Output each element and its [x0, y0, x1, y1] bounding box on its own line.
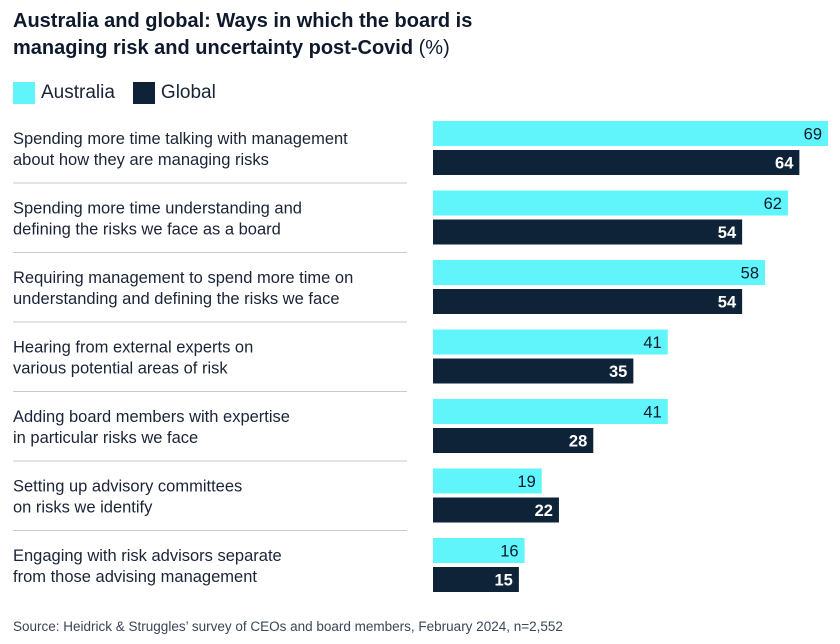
- category-label-4: Hearing from external experts on various …: [13, 339, 253, 378]
- category-label-7: Engaging with risk advisors separate from…: [13, 547, 282, 586]
- category-label-line: Hearing from external experts on: [13, 339, 253, 357]
- data-label-global-7: 15: [495, 572, 513, 590]
- legend-item-global: Global: [132, 82, 216, 104]
- category-label-3: Requiring management to spend more time …: [13, 269, 353, 308]
- bar-australia-6: [433, 468, 542, 494]
- bar-global-3: [433, 289, 743, 314]
- category-label-1: Spending more time talking with manageme…: [13, 130, 348, 169]
- category-label-line: in particular risks we face: [13, 429, 198, 447]
- bar-global-5: [433, 428, 594, 453]
- title-unit: (%): [418, 37, 450, 59]
- legend-swatch-australia: [13, 82, 35, 104]
- data-label-australia-2: 62: [764, 195, 782, 213]
- data-label-australia-5: 41: [643, 404, 661, 422]
- bar-global-6: [433, 497, 559, 523]
- category-label-line: about how they are managing risks: [13, 151, 269, 169]
- category-label-line: on risks we identify: [13, 499, 153, 517]
- legend-item-australia: Australia: [13, 82, 115, 104]
- legend: Australia Global: [13, 81, 234, 105]
- bar-global-7: [433, 567, 519, 592]
- data-label-global-4: 35: [609, 363, 627, 381]
- category-label-2: Spending more time understanding and defi…: [13, 200, 302, 239]
- data-label-australia-1: 69: [804, 126, 822, 144]
- category-label-5: Adding board members with expertise in pa…: [13, 408, 290, 447]
- legend-label-global: Global: [160, 82, 216, 103]
- bar-australia-5: [433, 399, 668, 424]
- bar-australia-2: [433, 190, 788, 216]
- data-label-global-1: 64: [775, 155, 794, 173]
- legend-label-australia: Australia: [41, 82, 115, 103]
- title-line-1: Australia and global: Ways in which the …: [13, 10, 473, 32]
- category-label-line: Engaging with risk advisors separate: [13, 547, 282, 565]
- category-label-line: Spending more time understanding and: [13, 200, 302, 218]
- category-label-line: Requiring management to spend more time …: [13, 269, 353, 287]
- category-label-line: various potential areas of risk: [13, 360, 228, 378]
- category-label-6: Setting up advisory committees on risks w…: [13, 478, 242, 517]
- data-label-australia-7: 16: [500, 543, 518, 561]
- category-label-line: Setting up advisory committees: [13, 478, 242, 496]
- legend-swatch-global: [132, 82, 155, 104]
- bar-australia-4: [433, 329, 668, 355]
- bar-australia-1: [433, 121, 828, 146]
- data-label-australia-6: 19: [517, 473, 535, 491]
- bar-australia-3: [433, 260, 766, 285]
- bar-chart: Spending more time talking with manageme…: [13, 121, 828, 592]
- category-label-line: Adding board members with expertise: [13, 408, 290, 426]
- category-label-line: defining the risks we face as a board: [13, 221, 281, 239]
- title-line-2-text: managing risk and uncertainty post-Covid: [13, 37, 414, 59]
- data-label-global-5: 28: [569, 433, 587, 451]
- bar-australia-7: [433, 538, 525, 563]
- category-label-line: Spending more time talking with manageme…: [13, 130, 348, 148]
- title-line-2: managing risk and uncertainty post-Covid…: [13, 35, 813, 62]
- category-label-line: from those advising management: [13, 568, 257, 586]
- category-label-line: understanding and defining the risks we …: [13, 290, 340, 308]
- data-label-global-6: 22: [535, 502, 553, 520]
- data-label-australia-3: 58: [741, 265, 759, 283]
- bar-global-2: [433, 219, 743, 245]
- bar-global-4: [433, 358, 634, 384]
- data-label-australia-4: 41: [643, 334, 661, 352]
- source-note: Source: Heidrick & Struggles’ survey of …: [13, 619, 563, 634]
- bar-global-1: [433, 150, 800, 175]
- data-label-global-2: 54: [718, 224, 737, 242]
- chart-title: Australia and global: Ways in which the …: [13, 8, 813, 62]
- data-label-global-3: 54: [718, 294, 737, 312]
